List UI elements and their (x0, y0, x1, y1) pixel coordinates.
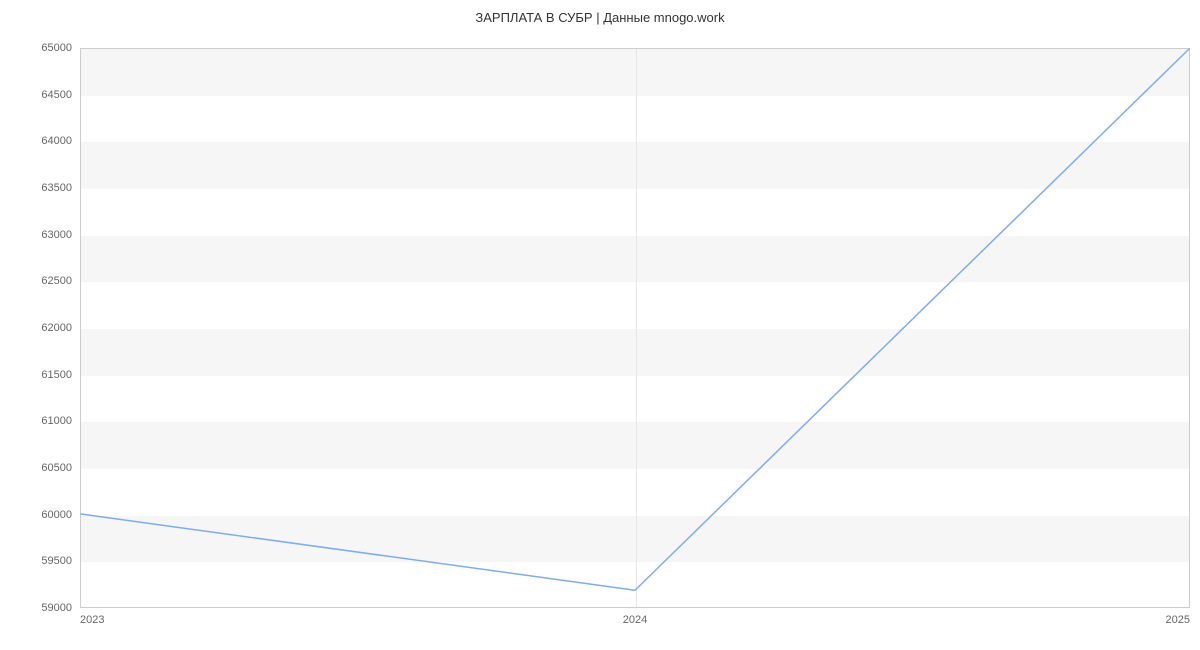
x-tick-label: 2023 (80, 614, 104, 626)
y-tick-label: 59000 (0, 602, 72, 614)
x-tick-label: 2024 (623, 614, 647, 626)
salary-chart: ЗАРПЛАТА В СУБР | Данные mnogo.work 2023… (0, 0, 1200, 650)
chart-title: ЗАРПЛАТА В СУБР | Данные mnogo.work (0, 10, 1200, 25)
y-tick-label: 63000 (0, 229, 72, 241)
y-tick-label: 62000 (0, 322, 72, 334)
y-tick-label: 63500 (0, 182, 72, 194)
y-tick-label: 59500 (0, 555, 72, 567)
y-tick-label: 60500 (0, 462, 72, 474)
y-tick-label: 61500 (0, 369, 72, 381)
y-tick-label: 61000 (0, 415, 72, 427)
line-series (81, 49, 1189, 607)
plot-area (80, 48, 1190, 608)
y-tick-label: 64000 (0, 135, 72, 147)
x-tick-label: 2025 (1166, 614, 1190, 626)
y-tick-label: 62500 (0, 275, 72, 287)
y-tick-label: 65000 (0, 42, 72, 54)
y-tick-label: 64500 (0, 89, 72, 101)
y-tick-label: 60000 (0, 509, 72, 521)
